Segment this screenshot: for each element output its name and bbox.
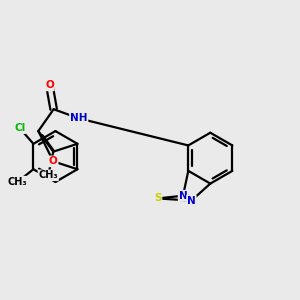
Text: O: O [45,80,54,90]
Text: S: S [154,194,161,203]
Text: O: O [49,156,58,167]
Text: N: N [187,196,196,206]
Text: N: N [178,191,188,201]
Text: CH₃: CH₃ [8,177,28,187]
Text: Cl: Cl [14,123,25,133]
Text: CH₃: CH₃ [38,170,58,180]
Text: NH: NH [70,113,88,123]
